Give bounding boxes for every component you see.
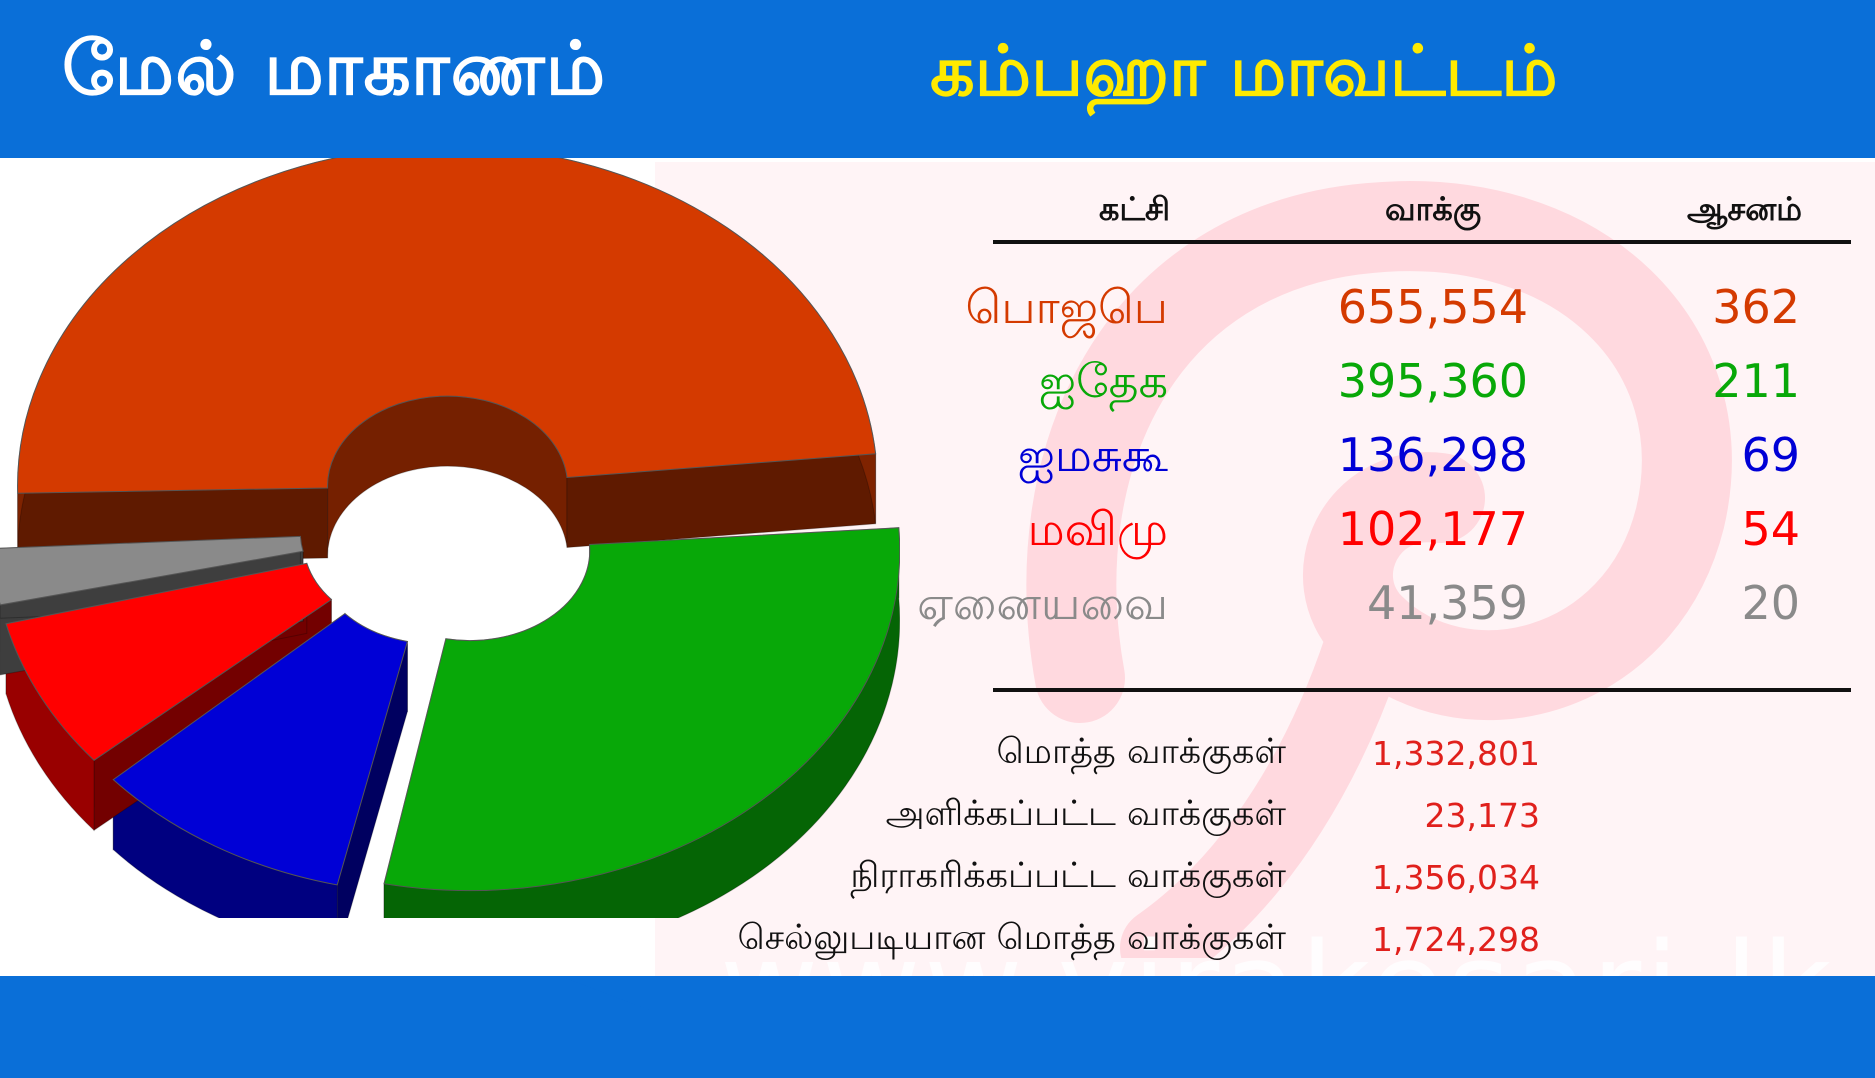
header-rule — [993, 240, 1851, 244]
slice-ஐதேக — [383, 527, 900, 892]
party-name: ஐமசுகூ — [1017, 428, 1168, 482]
slice-மவிமு — [5, 562, 333, 761]
party-votes: 395,360 — [1337, 354, 1528, 408]
header-party: கட்சி — [1099, 190, 1170, 228]
header-seats: ஆசனம் — [1687, 190, 1802, 228]
summary-rule — [993, 688, 1851, 692]
slice-ஐமசுகூ — [112, 612, 409, 886]
party-seats: 54 — [1741, 502, 1800, 556]
party-votes: 136,298 — [1337, 428, 1528, 482]
footer-shape — [0, 976, 650, 1010]
party-seats: 69 — [1741, 428, 1800, 482]
party-name: ஐதேக — [1039, 354, 1168, 408]
summary-value: 1,332,801 — [1372, 734, 1540, 773]
province-title: மேல் மாகாணம் — [62, 26, 607, 112]
party-seats: 20 — [1741, 576, 1800, 630]
donut-chart — [0, 158, 900, 918]
party-votes: 41,359 — [1367, 576, 1528, 630]
summary-value: 23,173 — [1424, 796, 1540, 835]
party-votes: 655,554 — [1337, 280, 1528, 334]
watermark-logo — [1026, 181, 1732, 958]
header-bar — [0, 0, 1875, 158]
summary-label: செல்லுபடியான மொத்த வாக்குகள் — [737, 918, 1286, 958]
slice-ஏனையவை — [0, 535, 304, 606]
summary-value: 1,356,034 — [1372, 858, 1540, 897]
party-votes: 102,177 — [1337, 502, 1528, 556]
party-seats: 211 — [1712, 354, 1800, 408]
summary-value: 1,724,298 — [1372, 920, 1540, 959]
district-title: கம்பஹா மாவட்டம் — [930, 30, 1558, 112]
slice-பொஜபெ — [17, 158, 877, 494]
summary-label: நிராகரிக்கப்பட்ட வாக்குகள் — [850, 856, 1286, 896]
header-votes: வாக்கு — [1385, 190, 1482, 228]
summary-label: மொத்த வாக்குகள் — [996, 732, 1286, 772]
party-name: பொஜபெ — [965, 280, 1168, 334]
summary-label: அளிக்கப்பட்ட வாக்குகள் — [885, 794, 1286, 834]
party-seats: 362 — [1712, 280, 1800, 334]
party-name: மவிமு — [1027, 502, 1168, 556]
party-name: ஏனையவை — [917, 576, 1168, 630]
